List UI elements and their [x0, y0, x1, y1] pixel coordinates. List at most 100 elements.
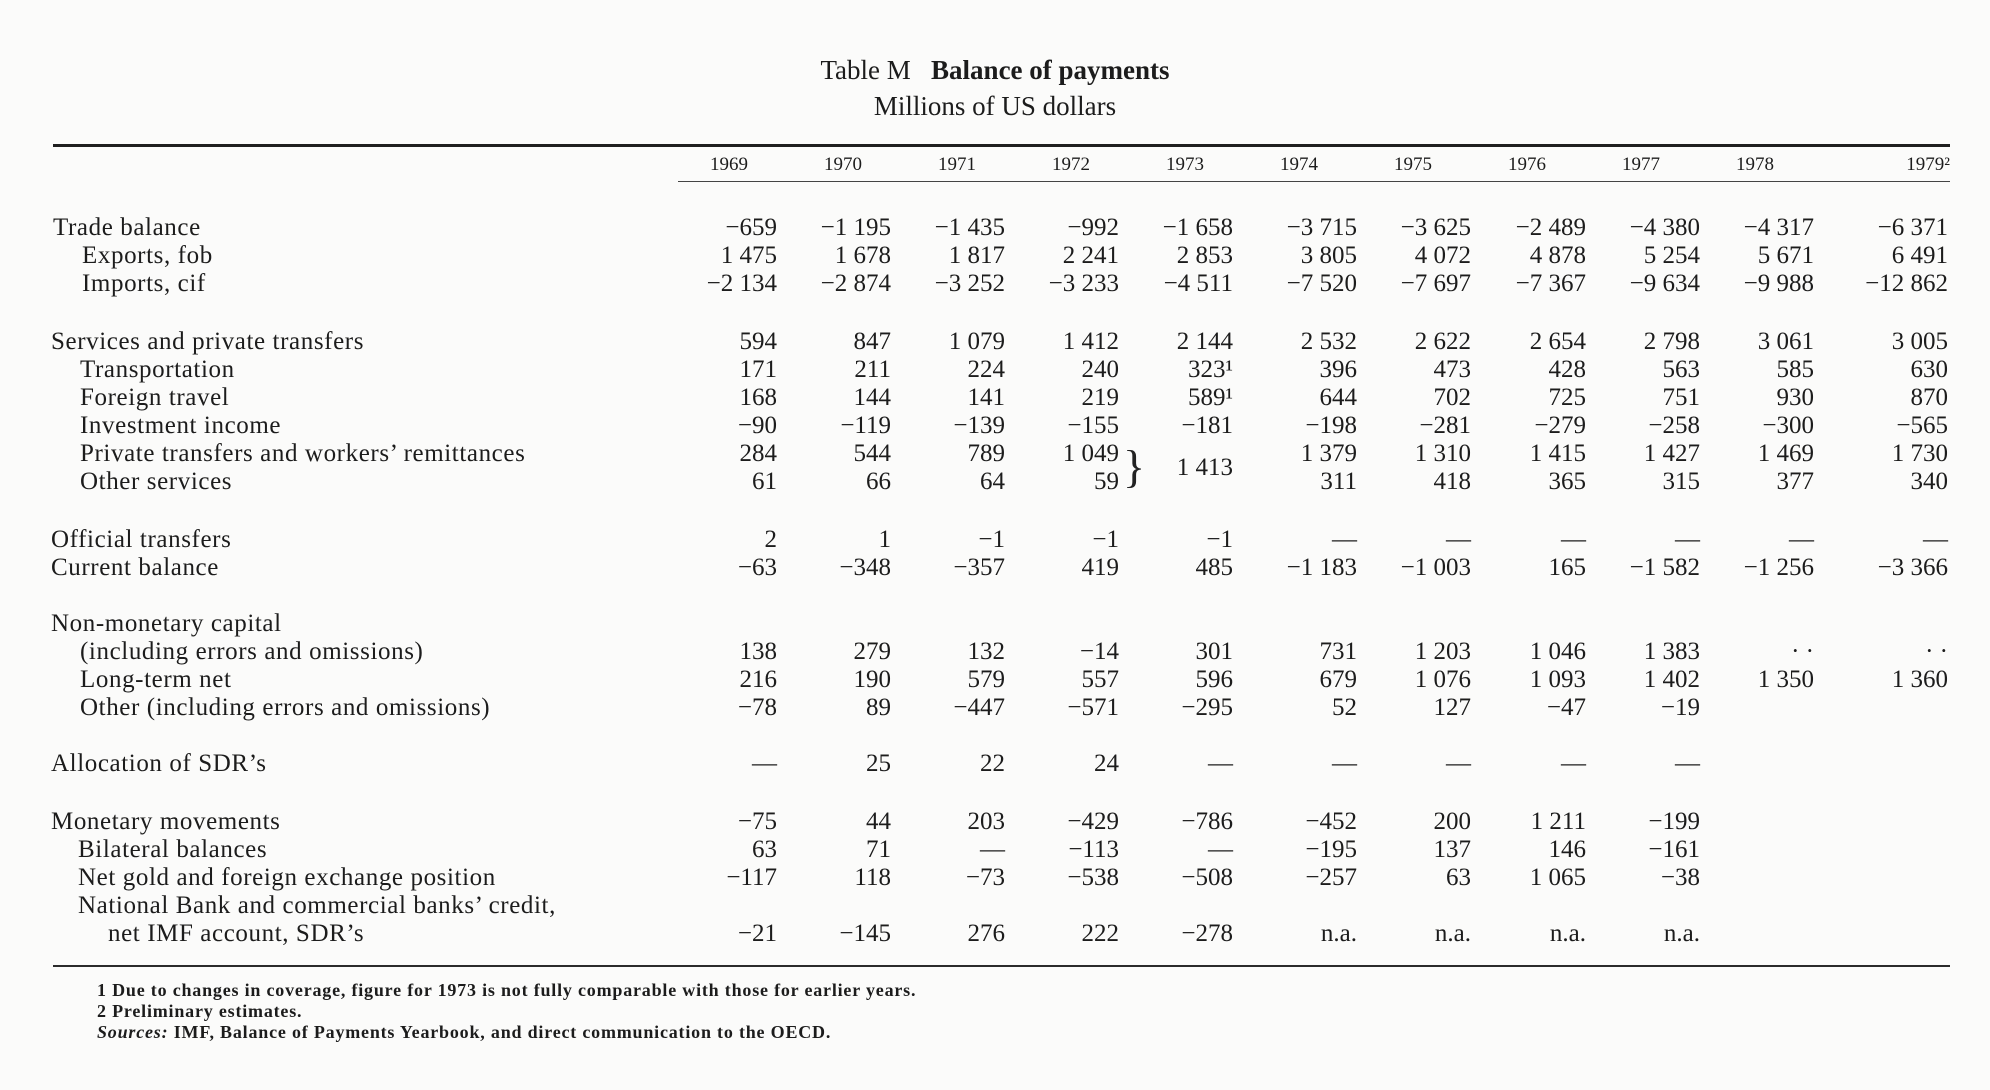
value-cell: 1 350 — [1757, 666, 1814, 693]
value-cell: −3 625 — [1400, 214, 1471, 241]
value-cell: — — [1561, 526, 1586, 553]
value-cell: −181 — [1181, 412, 1233, 439]
value-cell: — — [1208, 750, 1233, 777]
value-cell: 563 — [1662, 356, 1701, 383]
value-cell: −7 367 — [1515, 270, 1586, 297]
row-foreign-travel: Foreign travel 168 144 141 219 589¹ 644 702 725… — [0, 384, 1990, 412]
value-cell: −4 317 — [1743, 214, 1814, 241]
value-cell: −113 — [1068, 836, 1119, 863]
value-cell: 190 — [853, 666, 892, 693]
value-cell: 276 — [967, 920, 1006, 947]
row-label: Bilateral balances — [78, 836, 268, 863]
row-label: Net gold and foreign exchange position — [78, 864, 496, 891]
value-cell: 6 491 — [1891, 242, 1948, 269]
value-cell: 141 — [967, 384, 1006, 411]
row-allocation-sdr: Allocation of SDR’s — 25 22 24 — — — — — — [0, 750, 1990, 778]
value-cell: 1 402 — [1643, 666, 1700, 693]
value-cell: −565 — [1896, 412, 1948, 439]
value-cell: 679 — [1319, 666, 1358, 693]
value-cell: −1 195 — [820, 214, 891, 241]
value-cell: · · — [1925, 638, 1948, 665]
row-investment-income: Investment income −90 −119 −139 −155 −181 −19… — [0, 412, 1990, 440]
value-cell: — — [752, 750, 777, 777]
value-cell: 146 — [1548, 836, 1587, 863]
year-header-cell: 1979² — [1906, 154, 1950, 175]
table-name: Balance of payments — [931, 55, 1170, 85]
value-cell: 279 — [853, 638, 892, 665]
value-cell: 2 532 — [1300, 328, 1357, 355]
value-cell: 1 379 — [1300, 440, 1357, 467]
value-cell: −2 134 — [706, 270, 777, 297]
value-cell: 222 — [1081, 920, 1120, 947]
value-cell: 930 — [1776, 384, 1815, 411]
value-cell: — — [1675, 750, 1700, 777]
value-cell: n.a. — [1549, 920, 1586, 947]
value-cell: −1 183 — [1286, 554, 1357, 581]
value-cell: −198 — [1305, 412, 1357, 439]
value-cell: −117 — [726, 864, 777, 891]
value-cell: 1 093 — [1529, 666, 1586, 693]
value-cell: 144 — [853, 384, 892, 411]
year-header-cell: 1972 — [1052, 154, 1090, 175]
value-cell: 751 — [1662, 384, 1701, 411]
value-cell: −429 — [1067, 808, 1119, 835]
value-cell: 870 — [1910, 384, 1949, 411]
value-cell: — — [1789, 526, 1814, 553]
value-cell: 71 — [866, 836, 891, 863]
value-cell: 1 310 — [1414, 440, 1471, 467]
value-cell: −78 — [737, 694, 777, 721]
value-cell: 203 — [967, 808, 1006, 835]
value-cell: 89 — [866, 694, 891, 721]
value-cell: 216 — [739, 666, 778, 693]
row-bilateral-balances: Bilateral balances 63 71 — −113 — −195 137 146 −… — [0, 836, 1990, 864]
value-cell: 284 — [739, 440, 778, 467]
year-header-cell: 1974 — [1280, 154, 1318, 175]
value-cell: 4 072 — [1414, 242, 1471, 269]
table-title: Table M Balance of payments — [0, 52, 1990, 88]
value-cell: −145 — [839, 920, 891, 947]
value-cell: 1 360 — [1891, 666, 1948, 693]
footnote-1: 1 Due to changes in coverage, figure for… — [97, 980, 917, 1000]
row-non-monetary-capital: Non-monetary capital — [0, 610, 1990, 638]
value-cell: −1 256 — [1743, 554, 1814, 581]
value-cell: 22 — [980, 750, 1005, 777]
value-cell: 211 — [854, 356, 891, 383]
value-cell: 418 — [1433, 468, 1472, 495]
value-cell: 171 — [739, 356, 778, 383]
value-cell: — — [1446, 526, 1471, 553]
value-cell: 315 — [1662, 468, 1701, 495]
value-cell: −21 — [737, 920, 777, 947]
value-cell: −508 — [1181, 864, 1233, 891]
value-cell: 396 — [1319, 356, 1358, 383]
value-cell: −452 — [1305, 808, 1357, 835]
row-services: Services and private transfers 594 847 1 0… — [0, 328, 1990, 356]
row-monetary-movements: Monetary movements −75 44 203 −429 −786 −452 2… — [0, 808, 1990, 836]
value-cell: −3 715 — [1286, 214, 1357, 241]
value-cell: 61 — [752, 468, 777, 495]
value-cell: — — [1561, 750, 1586, 777]
year-header-cell: 1973 — [1166, 154, 1204, 175]
value-cell: 365 — [1548, 468, 1587, 495]
value-cell: 138 — [739, 638, 778, 665]
value-cell: −1 — [1092, 526, 1119, 553]
value-cell: 630 — [1910, 356, 1949, 383]
value-cell: −38 — [1660, 864, 1700, 891]
value-cell: n.a. — [1320, 920, 1357, 947]
value-cell: −63 — [737, 554, 777, 581]
row-national-bank: National Bank and commercial banks’ cred… — [0, 892, 1990, 920]
bottom-rule — [53, 965, 1950, 967]
year-header-cell: 1978 — [1736, 154, 1774, 175]
value-cell: 485 — [1195, 554, 1234, 581]
value-cell: 473 — [1433, 356, 1472, 383]
value-cell: −199 — [1648, 808, 1700, 835]
value-cell: 1 415 — [1529, 440, 1586, 467]
value-cell: 731 — [1319, 638, 1358, 665]
row-label: Foreign travel — [80, 384, 230, 411]
value-cell: −295 — [1181, 694, 1233, 721]
value-cell: 1 211 — [1530, 808, 1586, 835]
value-cell: 44 — [866, 808, 891, 835]
year-header-cell: 1970 — [824, 154, 862, 175]
value-cell: −90 — [737, 412, 777, 439]
value-cell: 59 — [1094, 468, 1119, 495]
value-cell: −47 — [1546, 694, 1586, 721]
